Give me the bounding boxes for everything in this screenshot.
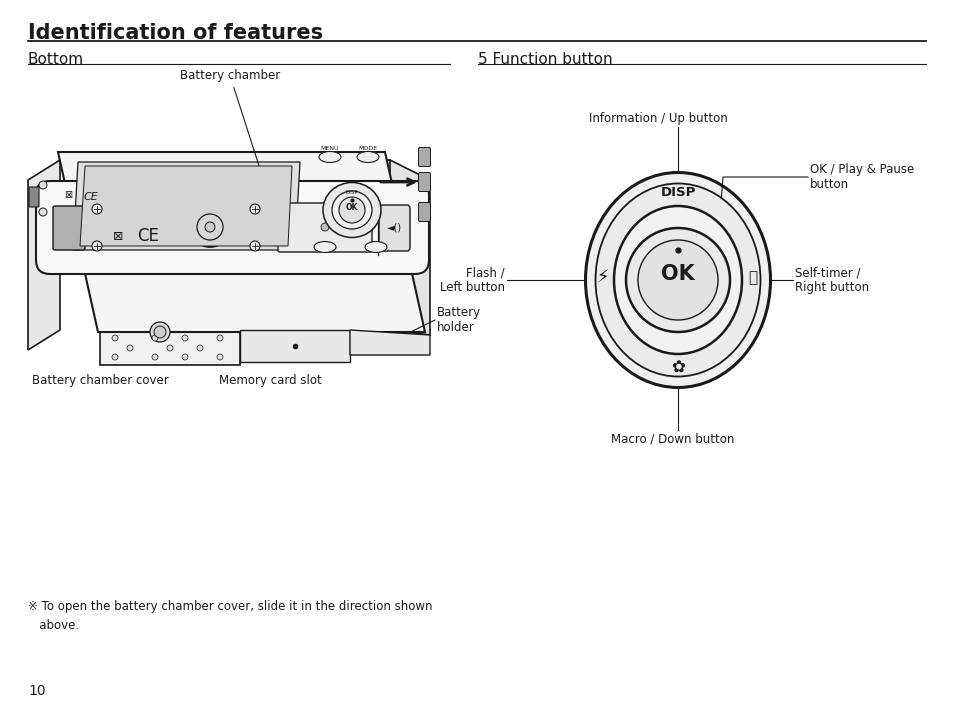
Circle shape (320, 223, 329, 231)
Text: Identification of features: Identification of features (28, 23, 323, 43)
Ellipse shape (595, 184, 760, 377)
Circle shape (153, 326, 166, 338)
Polygon shape (390, 160, 430, 335)
Circle shape (150, 322, 170, 342)
Text: ✿: ✿ (670, 359, 684, 377)
FancyBboxPatch shape (53, 206, 85, 250)
Circle shape (196, 214, 223, 240)
Circle shape (338, 197, 365, 223)
Text: ⏻: ⏻ (748, 271, 757, 286)
Circle shape (638, 240, 718, 320)
Polygon shape (60, 160, 430, 330)
FancyBboxPatch shape (29, 187, 39, 207)
Circle shape (152, 354, 158, 360)
Circle shape (196, 345, 203, 351)
Text: ◄(): ◄() (387, 223, 402, 233)
Text: DISP: DISP (659, 186, 695, 199)
Text: Memory card slot: Memory card slot (218, 374, 321, 387)
Circle shape (216, 354, 223, 360)
Circle shape (182, 335, 188, 341)
Text: Flash /
Left button: Flash / Left button (439, 266, 504, 294)
Circle shape (250, 241, 260, 251)
Text: MODE: MODE (358, 145, 377, 150)
FancyBboxPatch shape (418, 202, 430, 222)
Circle shape (182, 354, 188, 360)
Circle shape (250, 204, 260, 214)
Text: ⚡: ⚡ (596, 269, 609, 287)
Text: 10: 10 (28, 684, 46, 698)
Text: ⊠: ⊠ (112, 230, 123, 243)
Circle shape (216, 335, 223, 341)
Circle shape (205, 222, 214, 232)
Text: CE: CE (84, 192, 99, 202)
Circle shape (112, 354, 118, 360)
Ellipse shape (332, 191, 372, 229)
Text: Battery chamber: Battery chamber (180, 69, 280, 197)
Text: Battery
holder: Battery holder (436, 306, 480, 334)
Text: Macro / Down button: Macro / Down button (611, 432, 734, 445)
Text: Information / Up button: Information / Up button (588, 112, 726, 125)
Circle shape (152, 335, 158, 341)
Text: MENU: MENU (320, 145, 339, 150)
Circle shape (39, 181, 47, 189)
Ellipse shape (585, 173, 770, 387)
Ellipse shape (323, 182, 380, 238)
Ellipse shape (314, 241, 335, 253)
Polygon shape (58, 152, 424, 332)
FancyBboxPatch shape (378, 205, 410, 251)
Text: ⊠: ⊠ (64, 190, 72, 200)
Polygon shape (350, 330, 430, 355)
Text: Battery chamber cover: Battery chamber cover (31, 374, 168, 387)
Circle shape (625, 228, 729, 332)
Polygon shape (73, 162, 299, 250)
FancyBboxPatch shape (36, 181, 429, 274)
Ellipse shape (356, 151, 378, 163)
Circle shape (167, 345, 172, 351)
Text: Bottom: Bottom (28, 52, 84, 67)
Text: CE: CE (137, 227, 159, 245)
Text: DISP: DISP (345, 189, 358, 194)
Polygon shape (100, 332, 240, 365)
Text: 5 Function button: 5 Function button (477, 52, 612, 67)
Text: Self-timer /
Right button: Self-timer / Right button (794, 266, 868, 294)
Polygon shape (80, 166, 292, 246)
Ellipse shape (614, 206, 741, 354)
FancyBboxPatch shape (418, 148, 430, 166)
Polygon shape (240, 330, 350, 362)
Text: ※ To open the battery chamber cover, slide it in the direction shown
   above.: ※ To open the battery chamber cover, sli… (28, 600, 432, 632)
Polygon shape (28, 160, 60, 350)
Circle shape (91, 241, 102, 251)
Circle shape (91, 204, 102, 214)
FancyBboxPatch shape (418, 173, 430, 192)
Circle shape (190, 207, 230, 247)
Circle shape (39, 208, 47, 216)
Text: OK / Play & Pause
button: OK / Play & Pause button (809, 163, 913, 191)
Circle shape (112, 335, 118, 341)
Text: Tripod socket: Tripod socket (156, 167, 233, 202)
Text: OK: OK (660, 264, 694, 284)
FancyBboxPatch shape (277, 203, 372, 252)
Ellipse shape (365, 241, 387, 253)
Text: OK: OK (345, 204, 357, 212)
Ellipse shape (318, 151, 340, 163)
Circle shape (127, 345, 132, 351)
